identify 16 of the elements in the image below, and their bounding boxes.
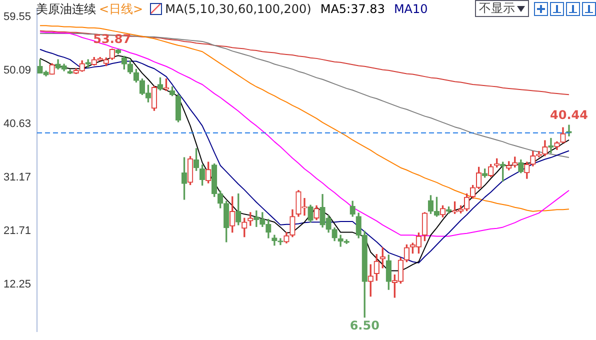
text: MA10	[394, 2, 428, 16]
annotation: 53.87	[93, 32, 132, 46]
text: MA5:37.83	[320, 2, 385, 16]
annotation: MA(5,10,30,60,100,200)	[165, 2, 312, 16]
candlestick	[548, 138, 554, 154]
annotation: 40.44	[550, 108, 588, 122]
annotation: 不显示	[479, 0, 515, 17]
y-tick-label: 50.09	[3, 64, 31, 76]
y-tick-label: 21.71	[3, 225, 31, 238]
y-tick-label: 31.17	[3, 172, 31, 184]
chart-title: 美原油连续	[36, 0, 96, 18]
y-tick-label: 59.55	[3, 10, 31, 23]
y-tick-label: 12.25	[3, 278, 31, 291]
y-tick-label: 40.63	[3, 118, 31, 130]
annotation: 6.50	[350, 318, 380, 332]
chart-subtitle: <日线>	[99, 0, 144, 18]
